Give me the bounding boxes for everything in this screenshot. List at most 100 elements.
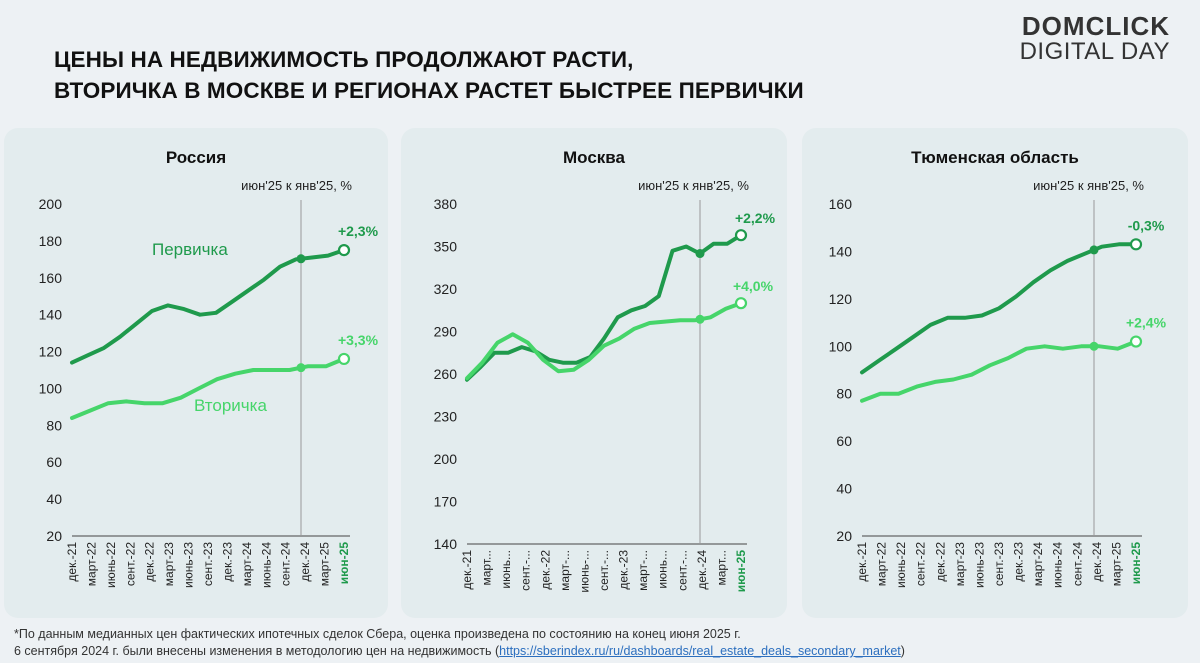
series-secondary-line <box>465 301 743 381</box>
series-primary-line <box>860 242 1138 375</box>
chart-tyumen: Тюменская область июн'25 к янв'25, % 20 40 6… <box>829 148 1167 588</box>
x-tick-label: дек.-24 <box>298 542 312 582</box>
title-line-2: ВТОРИЧКА В МОСКВЕ И РЕГИОНАХ РАСТЕТ БЫСТ… <box>54 78 804 103</box>
x-tick-label: март-23 <box>162 542 176 587</box>
series-primary-line <box>465 233 743 382</box>
y-tick-label: 120 <box>39 344 63 360</box>
change-label: +3,3% <box>338 332 379 348</box>
end-point <box>337 352 351 366</box>
reference-point <box>296 254 306 264</box>
y-tick-label: 320 <box>434 281 458 297</box>
y-tick-label: 200 <box>39 196 63 212</box>
y-tick-label: 40 <box>46 491 62 507</box>
end-point <box>1129 335 1143 348</box>
x-tick-label: июнь-23 <box>182 542 196 588</box>
change-label: +2,4% <box>1126 315 1167 331</box>
reference-point <box>296 363 306 373</box>
reference-point <box>695 249 705 259</box>
brand-logo: DOMCLICK DIGITAL DAY <box>1020 12 1170 64</box>
x-tick-label: март-... <box>558 550 572 591</box>
x-tick-label: июнь... <box>499 550 513 589</box>
x-tick-label: март-25 <box>1109 542 1123 587</box>
y-tick-label: 140 <box>434 536 458 552</box>
end-point <box>1129 238 1143 251</box>
x-tick-label: дек.-21 <box>65 542 79 582</box>
y-tick-label: 140 <box>39 307 63 323</box>
chart-russia: Россия июн'25 к янв'25, % 20 40 60 80 100 120 14… <box>39 148 379 588</box>
footnote-line-2: 6 сентября 2024 г. были внесены изменени… <box>14 643 905 660</box>
x-tick-label: март-25 <box>318 542 332 587</box>
footnote: *По данным медианных цен фактических ипо… <box>14 626 905 660</box>
reference-point <box>695 314 705 324</box>
x-tick-label: март-24 <box>240 542 254 587</box>
x-tick-label: дек.-23 <box>220 542 234 582</box>
end-point <box>734 297 748 310</box>
x-tick-label: июнь-22 <box>104 542 118 588</box>
x-tick-label: сент.-... <box>675 550 689 591</box>
chart-title: Россия <box>166 148 226 167</box>
y-tick-label: 40 <box>836 481 852 497</box>
x-tick-label: дек.-22 <box>143 542 157 582</box>
x-tick-label: июнь-... <box>577 550 591 593</box>
chart-title: Тюменская область <box>911 148 1079 167</box>
chart-subtitle: июн'25 к янв'25, % <box>1033 178 1144 193</box>
chart-title: Москва <box>563 148 626 167</box>
change-label: -0,3% <box>1128 217 1165 233</box>
y-tick-label: 120 <box>829 291 853 307</box>
x-tick-label: июнь... <box>656 550 670 589</box>
reference-point <box>1089 341 1099 351</box>
chart-subtitle: июн'25 к янв'25, % <box>638 178 749 193</box>
x-tick-label: июнь-24 <box>1051 542 1065 588</box>
x-tick-label: сент.-22 <box>914 542 928 586</box>
change-label: +4,0% <box>733 278 774 294</box>
x-tick-label: сент.-24 <box>279 542 293 586</box>
y-tick-label: 60 <box>836 433 852 449</box>
x-tick-label: дек.-24 <box>1090 542 1104 582</box>
y-tick-label: 230 <box>434 409 458 425</box>
x-tick-label: сент.-23 <box>201 542 215 586</box>
x-tick-label: дек.-21 <box>855 542 869 582</box>
change-label: +2,2% <box>735 210 776 226</box>
page-title: ЦЕНЫ НА НЕДВИЖИМОСТЬ ПРОДОЛЖАЮТ РАСТИ, В… <box>54 44 804 106</box>
x-tick-label: март... <box>714 550 728 586</box>
chart-card-russia: Россия июн'25 к янв'25, % 20 40 60 80 100 120 14… <box>4 128 388 618</box>
series-name-label: Первичка <box>152 240 228 259</box>
y-tick-label: 100 <box>39 380 63 396</box>
x-tick-label: сент.-23 <box>992 542 1006 586</box>
end-point <box>734 229 748 242</box>
footnote-line-2-suffix: ) <box>900 644 905 658</box>
end-point <box>337 244 351 257</box>
y-tick-label: 200 <box>434 451 458 467</box>
source-link[interactable]: https://sberindex.ru/ru/dashboards/real_… <box>499 644 901 658</box>
x-tick-label: дек.-22 <box>933 542 947 582</box>
logo-line-2: DIGITAL DAY <box>1019 38 1170 65</box>
x-tick-label: июн-25 <box>734 550 748 593</box>
y-tick-label: 80 <box>46 417 62 433</box>
logo-line-1: DOMCLICK <box>1021 11 1170 41</box>
x-tick-label: июн-25 <box>337 542 351 585</box>
x-tick-label: июнь-24 <box>259 542 273 588</box>
y-tick-label: 180 <box>39 233 63 249</box>
x-tick-label: дек.-24 <box>695 550 709 590</box>
series-name-label: Вторичка <box>194 396 267 415</box>
x-tick-label: март-22 <box>84 542 98 587</box>
y-tick-label: 160 <box>39 270 63 286</box>
y-tick-label: 20 <box>836 528 852 544</box>
x-tick-label: дек.-21 <box>460 550 474 590</box>
x-tick-label: июн-25 <box>1129 542 1143 585</box>
y-tick-label: 350 <box>434 239 458 255</box>
x-tick-label: июнь-22 <box>894 542 908 588</box>
y-tick-label: 100 <box>829 338 853 354</box>
x-tick-label: март... <box>480 550 494 586</box>
y-tick-label: 170 <box>434 494 458 510</box>
chart-card-tyumen: Тюменская область июн'25 к янв'25, % 20 40 6… <box>802 128 1188 618</box>
title-line-1: ЦЕНЫ НА НЕДВИЖИМОСТЬ ПРОДОЛЖАЮТ РАСТИ, <box>54 47 634 72</box>
chart-subtitle: июн'25 к янв'25, % <box>241 178 352 193</box>
x-tick-label: дек.-23 <box>617 550 631 590</box>
chart-card-moscow: Москва июн'25 к янв'25, % 140 170 200 230 260 2… <box>401 128 787 618</box>
y-tick-label: 160 <box>829 196 853 212</box>
y-tick-label: 20 <box>46 528 62 544</box>
x-tick-label: март-23 <box>953 542 967 587</box>
series-primary-line <box>70 248 346 365</box>
x-tick-label: март-24 <box>1031 542 1045 587</box>
